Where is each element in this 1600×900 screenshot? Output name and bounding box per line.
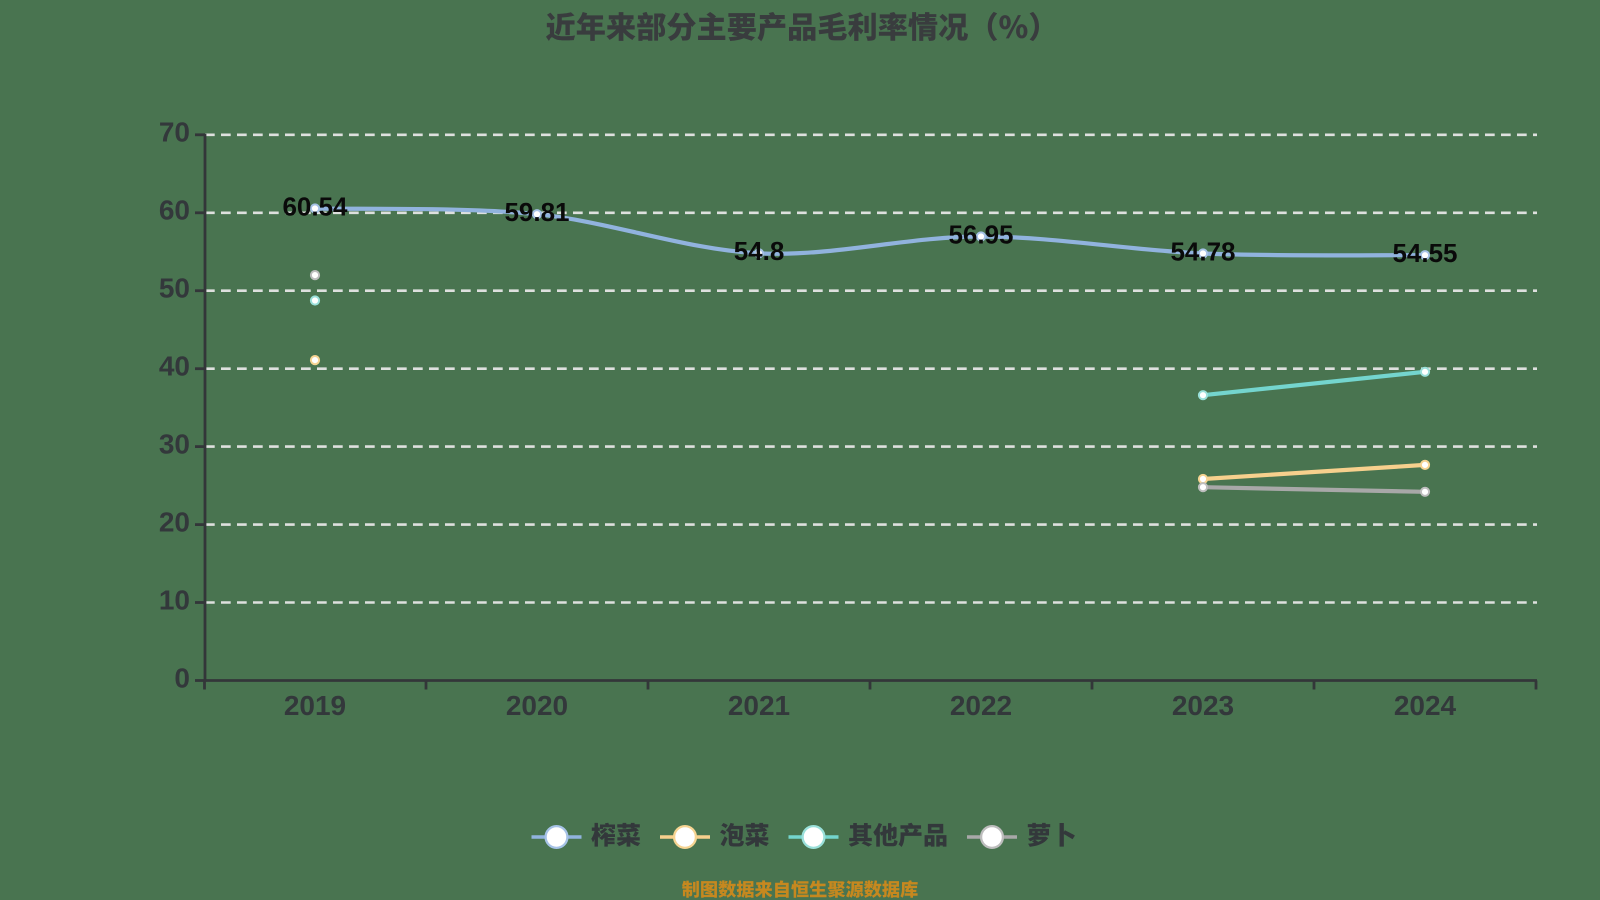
svg-text:60: 60 bbox=[159, 195, 190, 226]
svg-text:54.8: 54.8 bbox=[734, 236, 785, 266]
svg-text:2022: 2022 bbox=[950, 690, 1012, 721]
svg-text:10: 10 bbox=[159, 584, 190, 615]
svg-text:2021: 2021 bbox=[728, 690, 790, 721]
svg-text:56.95: 56.95 bbox=[948, 219, 1013, 249]
svg-text:40: 40 bbox=[159, 351, 190, 382]
svg-text:2024: 2024 bbox=[1394, 690, 1457, 721]
svg-text:50: 50 bbox=[159, 273, 190, 304]
svg-text:2020: 2020 bbox=[506, 690, 568, 721]
svg-text:70: 70 bbox=[159, 117, 190, 148]
svg-text:0: 0 bbox=[174, 662, 190, 693]
svg-text:54.78: 54.78 bbox=[1170, 236, 1235, 266]
svg-text:20: 20 bbox=[159, 506, 190, 537]
svg-text:54.55: 54.55 bbox=[1392, 238, 1457, 268]
svg-text:2023: 2023 bbox=[1172, 690, 1234, 721]
svg-text:2019: 2019 bbox=[284, 690, 346, 721]
svg-text:60.54: 60.54 bbox=[282, 191, 348, 221]
svg-text:59.81: 59.81 bbox=[504, 197, 569, 227]
svg-text:30: 30 bbox=[159, 428, 190, 459]
